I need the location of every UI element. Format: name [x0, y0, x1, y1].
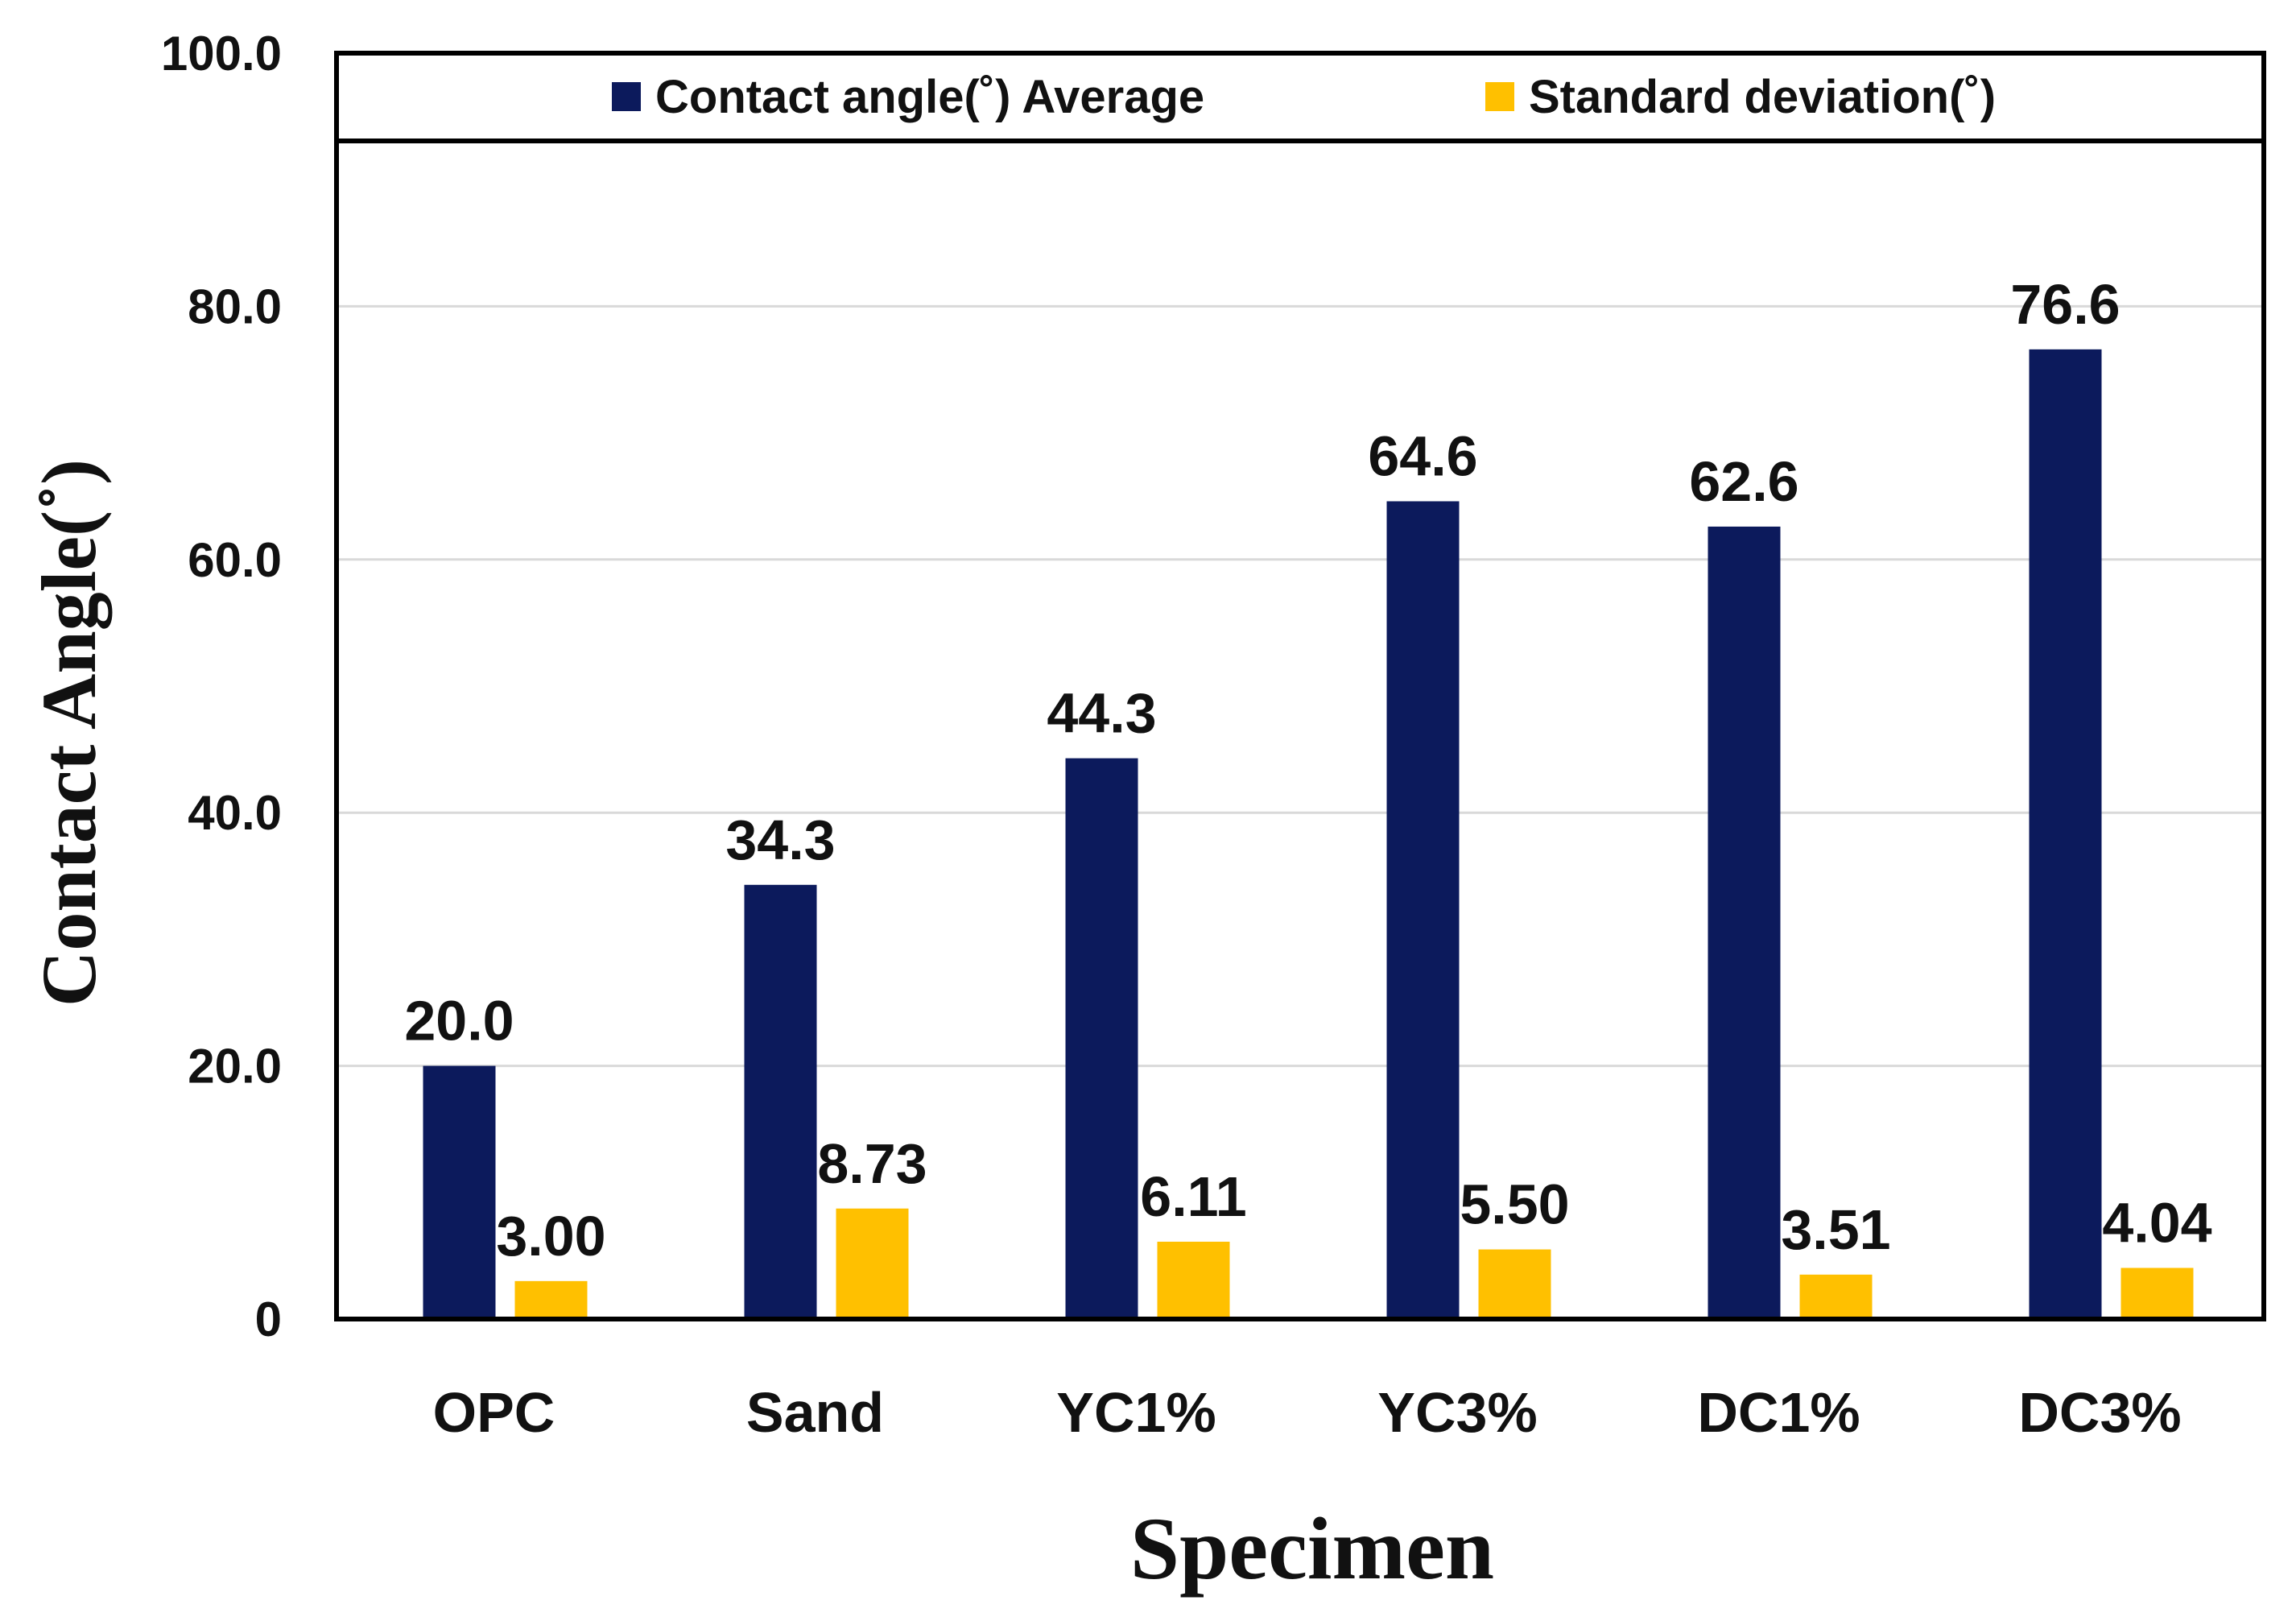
data-label-yc3pct-stddev: 5.50	[1460, 1173, 1569, 1236]
legend-swatch-2	[1485, 82, 1514, 111]
legend-label-1: Contact angle(˚) Average	[655, 71, 1204, 123]
bar-dc3pct-stddev	[2120, 1268, 2194, 1319]
legend-box	[334, 51, 2266, 143]
y-tick-label: 100.0	[161, 27, 282, 81]
bar-yc1pct-stddev	[1157, 1241, 1230, 1319]
plot-frame	[334, 51, 2266, 1321]
bar-opc-average	[423, 1065, 496, 1319]
x-axis-title: Specimen	[1130, 1499, 1494, 1598]
x-tick-label-dc1pct: DC1%	[1697, 1381, 1860, 1444]
bar-sand-stddev	[836, 1208, 909, 1319]
data-label-yc3pct-average: 64.6	[1368, 424, 1477, 487]
y-axis-title: Contact Angle(˚)	[26, 459, 112, 1007]
x-axis-categories: OPC Sand YC1% YC3% DC1% DC3%	[433, 1381, 2182, 1444]
y-axis-ticks: 0 20.0 40.0 60.0 80.0 100.0	[161, 27, 282, 1346]
gridlines	[337, 304, 2264, 1068]
data-label-opc-stddev: 3.00	[496, 1205, 605, 1268]
x-tick-label-dc3pct: DC3%	[2018, 1381, 2181, 1444]
legend-swatch-1	[612, 82, 641, 111]
data-label-dc1pct-stddev: 3.51	[1781, 1198, 1890, 1261]
data-label-dc1pct-average: 62.6	[1689, 450, 1798, 513]
x-tick-label-sand: Sand	[746, 1381, 884, 1444]
bar-dc1pct-average	[1708, 526, 1781, 1319]
y-tick-label: 0	[255, 1292, 282, 1346]
data-label-yc1pct-average: 44.3	[1047, 682, 1156, 745]
bar-sand-average	[744, 884, 817, 1319]
y-tick-label: 80.0	[188, 279, 282, 333]
data-label-sand-average: 34.3	[725, 808, 835, 871]
data-label-yc1pct-stddev: 6.11	[1140, 1165, 1246, 1228]
x-tick-label-yc3pct: YC3%	[1377, 1381, 1537, 1444]
data-label-dc3pct-average: 76.6	[2010, 273, 2120, 336]
bars	[423, 349, 2194, 1319]
x-tick-label-yc1pct: YC1%	[1056, 1381, 1216, 1444]
bar-yc1pct-average	[1065, 758, 1138, 1319]
data-label-sand-stddev: 8.73	[817, 1132, 927, 1195]
y-tick-label: 40.0	[188, 786, 282, 840]
legend: Contact angle(˚) Average Standard deviati…	[612, 71, 1996, 123]
bar-opc-stddev	[514, 1280, 588, 1319]
bar-yc3pct-average	[1386, 501, 1460, 1319]
y-tick-label: 20.0	[188, 1040, 282, 1094]
data-labels: 20.0 3.00 34.3 8.73 44.3 6.11 64.6 5.50 62.6 3.51…	[404, 273, 2211, 1268]
data-label-opc-average: 20.0	[404, 990, 514, 1052]
bar-dc1pct-stddev	[1799, 1274, 1873, 1319]
bar-yc3pct-stddev	[1478, 1249, 1551, 1319]
bar-dc3pct-average	[2029, 349, 2102, 1319]
legend-label-2: Standard deviation(˚)	[1529, 71, 1996, 123]
y-tick-label: 60.0	[188, 533, 282, 587]
x-tick-label-opc: OPC	[433, 1381, 555, 1444]
data-label-dc3pct-stddev: 4.04	[2102, 1191, 2211, 1254]
